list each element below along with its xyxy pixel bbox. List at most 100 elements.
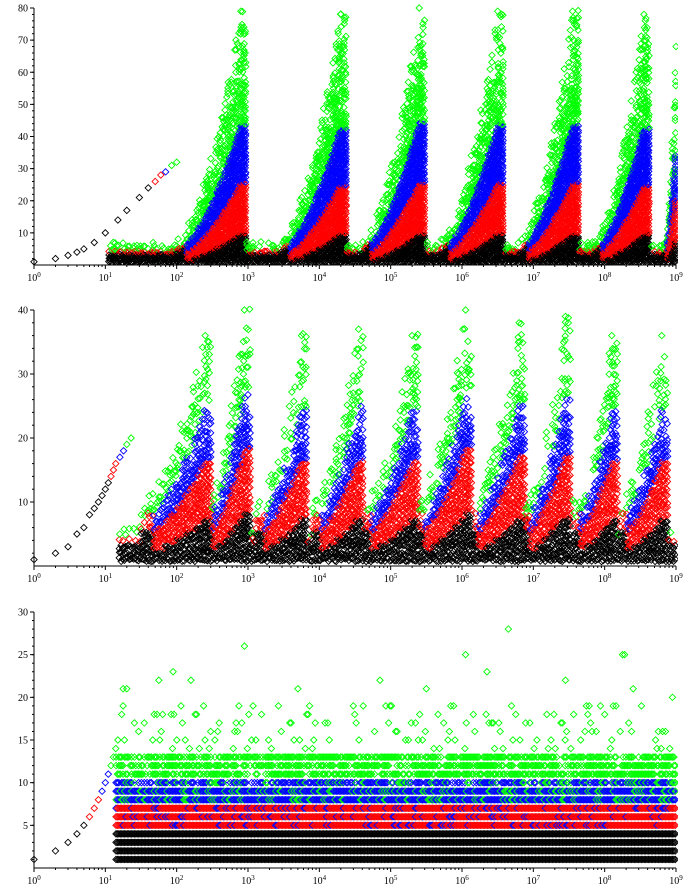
point-blue [338,142,347,151]
point-red [241,225,250,234]
point-blue [241,142,250,150]
point-green [232,130,240,138]
point-green [337,77,346,86]
point-green [340,103,348,112]
point-blue [340,165,349,173]
point-green [301,186,309,195]
point-green [223,93,231,101]
point-red [241,190,250,198]
point-red [241,203,250,212]
point-green [331,69,339,77]
point-red [239,206,248,215]
point-green [189,222,198,231]
point-green [214,148,223,157]
point-red [232,225,240,233]
point-green [342,88,350,96]
diagonal-point [80,245,88,253]
point-blue [241,173,250,182]
point-red [342,225,350,234]
point-green [337,22,346,31]
point-green [150,241,159,250]
point-green [385,168,394,177]
point-red [342,202,351,211]
point-green [224,84,232,92]
point-blue [241,178,250,186]
point-blue [241,161,250,170]
diagonal-point [90,238,99,247]
point-green [249,238,257,247]
point-green [243,245,251,254]
point-green [334,27,342,35]
point-green [340,55,348,64]
point-green [241,62,250,71]
point-green [225,110,234,119]
y-tick-label: 40 [18,132,28,143]
point-green [247,244,256,253]
point-red [211,242,220,250]
point-green [221,142,229,151]
point-green [158,241,166,250]
point-green [238,42,247,50]
diagonal-point [114,216,122,224]
point-black [141,251,149,260]
point-green [240,23,248,32]
point-red [342,188,350,196]
point-red [241,228,250,237]
point-green [229,109,238,118]
diagonal-point [122,206,131,215]
diagonal-point [51,254,60,263]
point-green [339,110,347,119]
point-red [341,206,350,215]
point-red [269,248,278,256]
point-green [296,196,305,204]
point-green [340,20,349,28]
point-green [341,117,350,126]
point-green [233,39,242,48]
point-green [341,13,350,22]
y-tick-label: 20 [18,196,28,207]
point-green [224,89,232,98]
point-green [239,113,248,121]
point-green [241,87,250,96]
point-red [175,244,184,253]
point-green [283,235,292,244]
point-green [235,77,244,86]
y-tick-label: 10 [18,228,28,239]
point-green [329,111,337,119]
point-green [409,48,418,57]
point-green [302,203,311,211]
point-green [341,78,350,87]
point-green [296,207,304,216]
diagonal-point [167,161,176,170]
marks-layer [30,4,678,265]
point-red [241,206,250,215]
point-red [342,194,351,203]
point-blue [341,132,350,140]
diagonal-point [172,158,181,167]
point-green [174,235,183,243]
point-black [241,232,250,240]
point-green [241,97,250,106]
point-blue [241,158,250,166]
y-tick-label: 70 [18,36,28,47]
point-blue [213,194,221,203]
point-green [323,130,331,138]
point-green [225,80,234,89]
point-red [240,202,248,211]
point-green [238,64,247,72]
point-green [216,136,225,145]
point-green [381,206,389,215]
point-green [112,241,121,250]
point-green [235,99,244,108]
point-green [238,68,247,76]
diagonal-point [73,248,81,256]
point-green [308,181,317,190]
point-green [224,116,233,125]
y-tick-label: 50 [18,100,28,111]
point-red [340,187,349,196]
point-blue [313,197,322,206]
point-green [342,94,350,103]
point-green [488,51,496,60]
